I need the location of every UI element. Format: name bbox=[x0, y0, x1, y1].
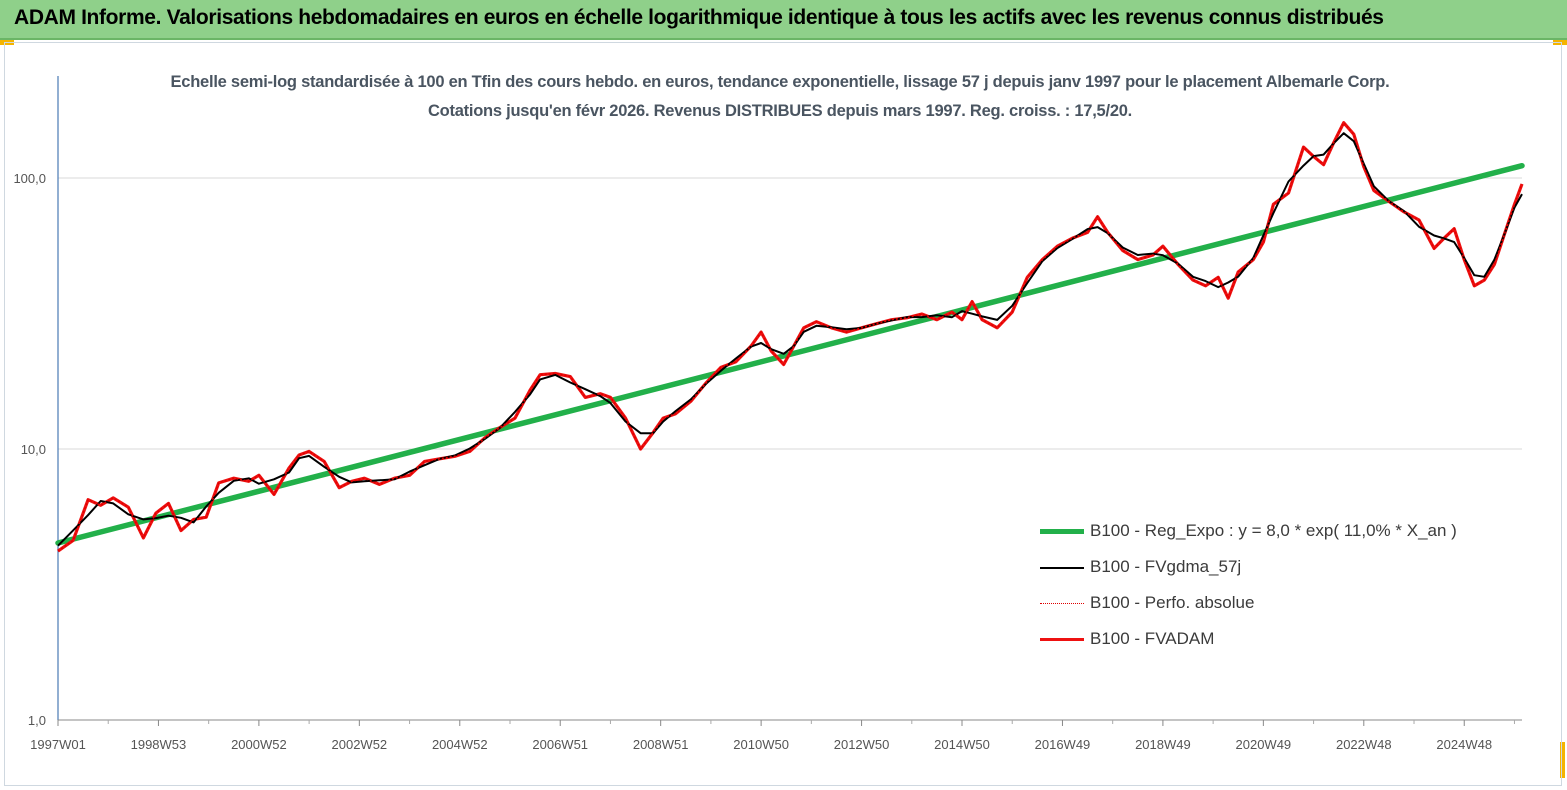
x-tick-label: 2014W50 bbox=[934, 737, 990, 752]
legend-label: B100 - FVADAM bbox=[1090, 629, 1215, 648]
x-tick-label: 2000W52 bbox=[231, 737, 287, 752]
x-tick-label: 2022W48 bbox=[1336, 737, 1392, 752]
chart-frame bbox=[4, 42, 1562, 786]
x-tick-label: 1998W53 bbox=[131, 737, 187, 752]
y-tick-label: 10,0 bbox=[21, 442, 46, 457]
x-tick-label: 1997W01 bbox=[30, 737, 86, 752]
legend-swatch-fvgdma bbox=[1040, 567, 1084, 569]
x-tick-label: 2006W51 bbox=[532, 737, 588, 752]
x-axis-labels: 1997W01 1998W53 2000W52 2002W52 2004W52 2006W… bbox=[30, 737, 1492, 752]
legend-swatch-perfo bbox=[1040, 603, 1084, 605]
y-tick-label: 100,0 bbox=[13, 171, 46, 186]
x-tick-label: 2024W48 bbox=[1436, 737, 1492, 752]
legend-swatch-reg bbox=[1040, 529, 1084, 535]
legend-swatch-fvadam bbox=[1040, 638, 1084, 642]
x-tick-label: 2018W49 bbox=[1135, 737, 1191, 752]
series-lines bbox=[55, 121, 1525, 553]
x-tick-label: 2002W52 bbox=[332, 737, 388, 752]
chart-title: Echelle semi-log standardisée à 100 en T… bbox=[170, 73, 1390, 120]
x-tick-label: 2012W50 bbox=[834, 737, 890, 752]
x-tick-label: 2020W49 bbox=[1236, 737, 1292, 752]
x-tick-label: 2008W51 bbox=[633, 737, 689, 752]
legend-label: B100 - Perfo. absolue bbox=[1090, 593, 1255, 612]
legend-label: B100 - FVgdma_57j bbox=[1090, 557, 1242, 576]
legend-label: B100 - Reg_Expo : y = 8,0 * exp( 11,0% *… bbox=[1090, 521, 1457, 540]
y-tick-label: 1,0 bbox=[28, 713, 46, 728]
x-tick-label: 2016W49 bbox=[1035, 737, 1091, 752]
x-tick-label: 2004W52 bbox=[432, 737, 488, 752]
series-perfo-line bbox=[57, 121, 1523, 552]
chart-axes bbox=[57, 76, 1522, 726]
corner-mark-bottom-right bbox=[1560, 742, 1565, 778]
report-banner: ADAM Informe. Valorisations hebdomadaire… bbox=[0, 0, 1567, 40]
x-tick-label: 2010W50 bbox=[733, 737, 789, 752]
y-axis-labels: 1,0 10,0 100,0 bbox=[13, 171, 46, 728]
report-title: ADAM Informe. Valorisations hebdomadaire… bbox=[14, 6, 1384, 29]
chart-grid bbox=[58, 177, 1522, 721]
series-fvgdma-line bbox=[57, 132, 1523, 547]
